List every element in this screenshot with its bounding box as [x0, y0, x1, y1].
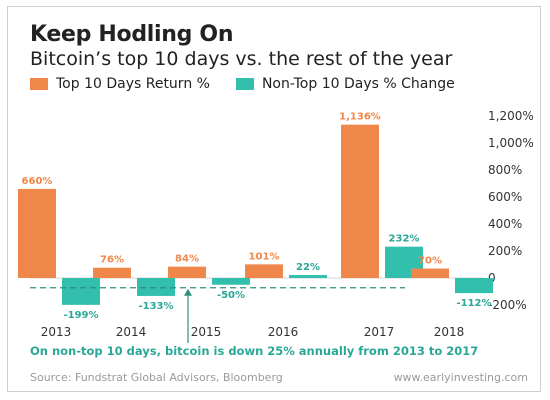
- legend-swatch-non-top10: [235, 78, 254, 90]
- y-tick-label: 400%: [488, 217, 522, 231]
- bar-non-top10-2014: [137, 278, 175, 296]
- legend-item-top10: Top 10 Days Return %: [30, 76, 210, 92]
- bar-top10-2017: [341, 124, 379, 278]
- x-tick-label-2018: 2018: [434, 325, 465, 339]
- data-label-non-top10-2014: -133%: [138, 301, 173, 312]
- bar-top10-2018: [411, 268, 449, 278]
- data-label-non-top10-2013: -199%: [63, 310, 98, 321]
- x-tick-label-2013: 2013: [41, 325, 72, 339]
- chart-subtitle: Bitcoin’s top 10 days vs. the rest of th…: [30, 48, 453, 70]
- data-label-non-top10-2015: -50%: [217, 290, 245, 301]
- data-label-top10-2017: 1,136%: [339, 112, 381, 123]
- data-label-non-top10-2018: -112%: [456, 298, 491, 309]
- y-tick-label: 800%: [488, 163, 522, 177]
- x-tick-label-2017: 2017: [364, 325, 395, 339]
- y-tick-label: 200%: [488, 244, 522, 258]
- data-label-top10-2015: 84%: [175, 254, 199, 265]
- y-tick-label: 1,000%: [488, 136, 534, 150]
- data-label-top10-2016: 101%: [249, 251, 280, 262]
- chart-title: Keep Hodling On: [30, 22, 234, 47]
- legend-swatch-top10: [30, 78, 48, 90]
- data-label-top10-2014: 76%: [100, 255, 124, 266]
- y-tick-label: 1,200%: [488, 109, 534, 123]
- annotation-arrow-head: [184, 288, 192, 296]
- annotation-text: On non-top 10 days, bitcoin is down 25% …: [30, 344, 478, 358]
- y-tick-label: -200%: [488, 298, 527, 312]
- bar-non-top10-2013: [62, 278, 100, 305]
- data-label-non-top10-2016: 22%: [296, 262, 320, 273]
- site-url: www.earlyinvesting.com: [393, 371, 528, 384]
- y-tick-label: 600%: [488, 190, 522, 204]
- x-tick-label-2015: 2015: [191, 325, 222, 339]
- data-label-top10-2013: 660%: [22, 176, 53, 187]
- bar-top10-2016: [245, 264, 283, 278]
- legend-label-top10: Top 10 Days Return %: [56, 76, 210, 92]
- data-label-top10-2018: 70%: [418, 256, 442, 267]
- bar-top10-2014: [93, 267, 131, 278]
- x-tick-label-2014: 2014: [116, 325, 147, 339]
- legend-item-non-top10: Non-Top 10 Days % Change: [235, 76, 455, 92]
- bar-non-top10-2015: [212, 278, 250, 285]
- source-note: Source: Fundstrat Global Advisors, Bloom…: [30, 371, 283, 384]
- bar-top10-2013: [18, 188, 56, 278]
- legend: Top 10 Days Return % Non-Top 10 Days % C…: [30, 76, 481, 92]
- data-label-non-top10-2017: 232%: [389, 234, 420, 245]
- bar-non-top10-2016: [289, 275, 327, 278]
- chart-frame: [7, 6, 541, 392]
- x-tick-label-2016: 2016: [268, 325, 299, 339]
- bar-non-top10-2018: [455, 278, 493, 294]
- legend-label-non-top10: Non-Top 10 Days % Change: [261, 76, 455, 92]
- bar-top10-2015: [168, 266, 206, 278]
